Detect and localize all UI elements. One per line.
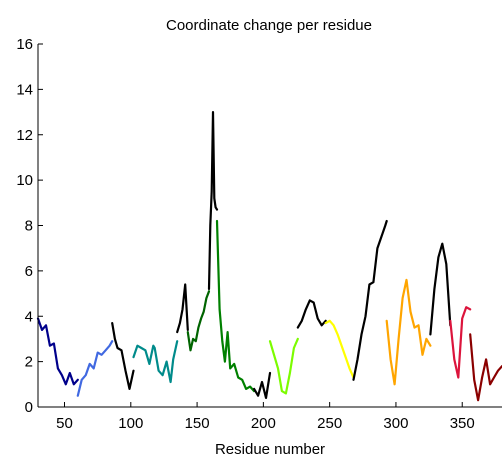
series-line-6 xyxy=(186,290,211,352)
x-tick-label: 200 xyxy=(251,415,276,432)
x-axis-label: Residue number xyxy=(215,441,325,458)
series-line-1 xyxy=(36,317,79,386)
y-tick-label: 0 xyxy=(25,399,33,416)
x-tick-label: 300 xyxy=(383,415,408,432)
series-line-7 xyxy=(207,110,219,291)
y-tick-label: 6 xyxy=(25,263,33,280)
x-tick-label: 50 xyxy=(56,415,73,432)
series-line-10 xyxy=(268,337,299,395)
series-line-9 xyxy=(253,371,272,399)
ticks-layer: 50 100 150 200 250 300 350 0 2 4 6 8 10 12 14 16 xyxy=(16,36,474,432)
series-line-11 xyxy=(296,299,327,329)
series-line-5 xyxy=(176,283,189,334)
y-tick-label: 12 xyxy=(16,127,33,144)
series-line-13 xyxy=(352,219,388,381)
series-line-12 xyxy=(324,319,355,379)
x-tick-label: 350 xyxy=(450,415,475,432)
y-tick-label: 16 xyxy=(16,36,33,53)
x-tick-label: 100 xyxy=(118,415,143,432)
x-tick-label: 150 xyxy=(185,415,210,432)
y-tick-label: 8 xyxy=(25,218,33,235)
y-tick-label: 10 xyxy=(16,172,33,189)
series-line-16 xyxy=(449,306,472,379)
y-tick-label: 4 xyxy=(25,308,33,325)
x-tick-label: 250 xyxy=(317,415,342,432)
series-line-4 xyxy=(132,340,179,384)
series-layer xyxy=(36,110,502,402)
y-tick-label: 14 xyxy=(16,81,33,98)
series-line-3 xyxy=(111,322,135,390)
y-tick-label: 2 xyxy=(25,354,33,371)
series-line-14 xyxy=(385,278,432,386)
chart-title: Coordinate change per residue xyxy=(166,17,372,34)
series-line-17 xyxy=(469,333,502,402)
series-line-15 xyxy=(429,242,452,336)
series-line-8 xyxy=(215,219,256,393)
series-line-2 xyxy=(76,340,114,397)
axes-layer xyxy=(37,44,502,408)
